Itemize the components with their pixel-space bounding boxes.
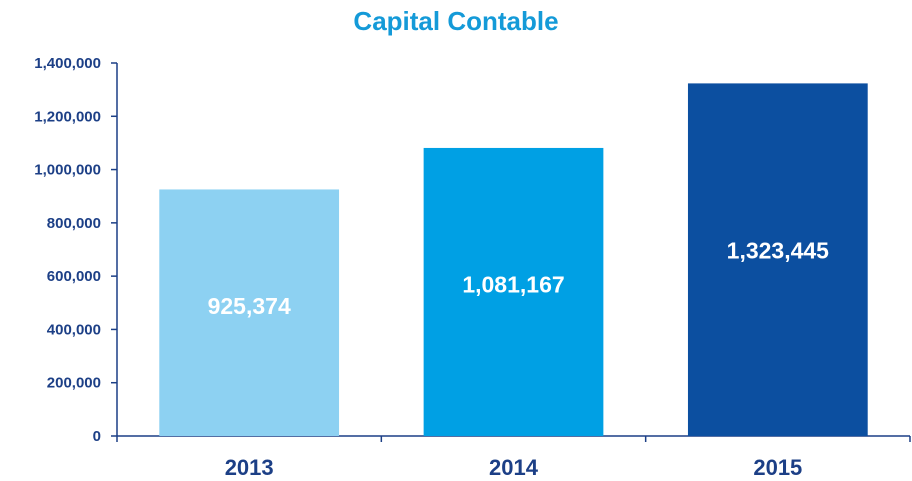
bar-2014 (423, 147, 604, 436)
y-axis: 0 200,000 400,000 600,000 800,000 1,000,000 1,… (34, 55, 118, 445)
chart-title: Capital Contable (353, 6, 558, 36)
y-tick-label: 1,400,000 (34, 55, 101, 72)
data-label: 1,081,167 (462, 271, 564, 297)
y-tick-label: 400,000 (47, 321, 101, 338)
x-tick-label: 2014 (489, 455, 539, 480)
y-tick-label: 1,000,000 (34, 162, 101, 179)
bar-2013 (159, 189, 340, 436)
x-tick-label: 2013 (225, 455, 274, 480)
data-labels: 925,374 1,081,167 1,323,445 (208, 238, 830, 319)
y-tick-label: 0 (93, 428, 101, 445)
data-label: 1,323,445 (727, 238, 830, 264)
y-tick-label: 600,000 (47, 268, 101, 285)
bars (159, 83, 868, 437)
y-tick-label: 1,200,000 (34, 108, 101, 125)
y-tick-label: 800,000 (47, 215, 101, 232)
x-tick-label: 2015 (753, 455, 802, 480)
x-axis: 2013 2014 2015 (116, 435, 911, 480)
data-label: 925,374 (208, 293, 291, 319)
y-tick-label: 200,000 (47, 375, 101, 392)
bar-2015 (687, 83, 868, 437)
